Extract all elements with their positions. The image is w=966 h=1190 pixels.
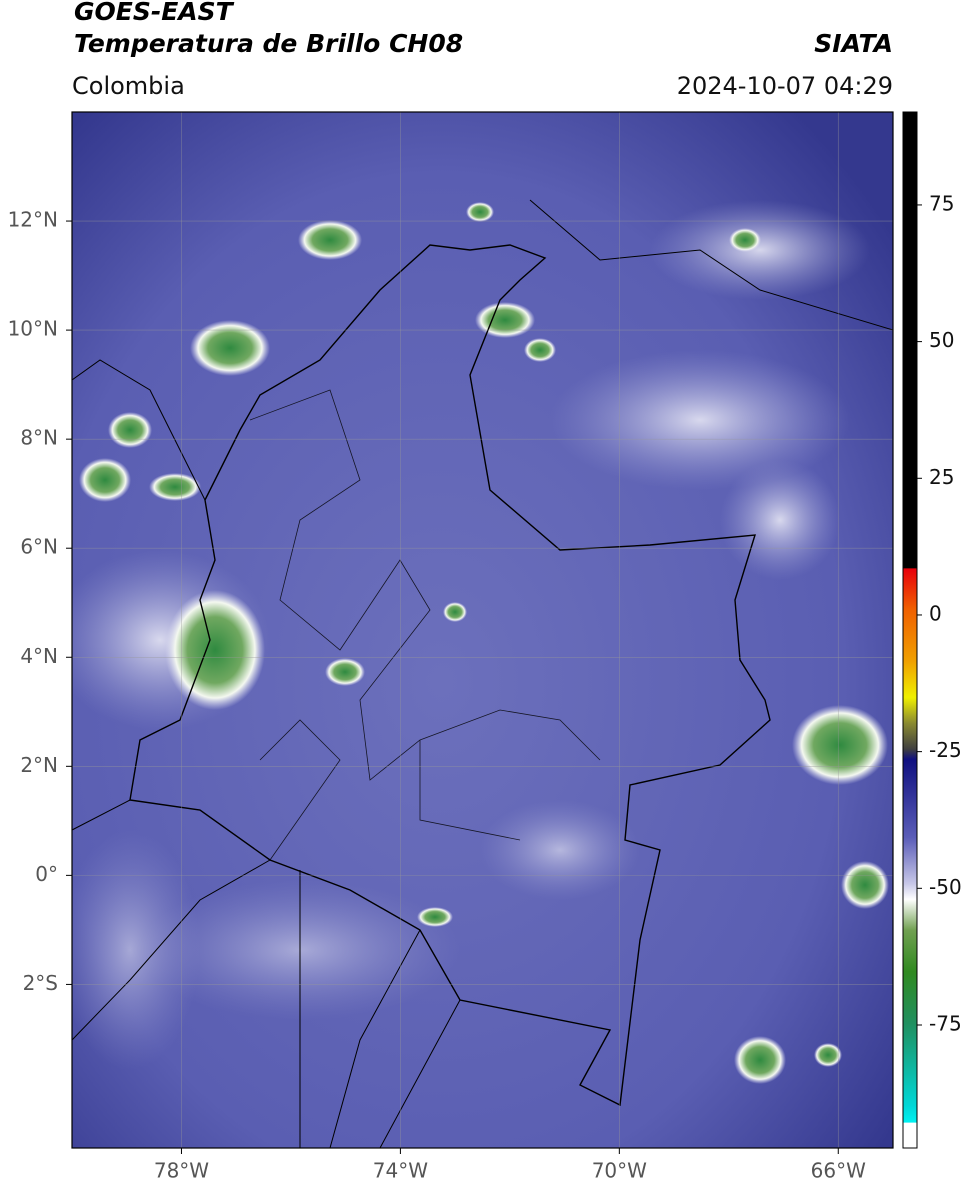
y-tick-label: 2°N xyxy=(20,753,58,777)
x-tick-label: 74°W xyxy=(373,1159,428,1183)
satellite: GOES-EAST xyxy=(74,0,235,26)
x-tick-label: 66°W xyxy=(811,1159,866,1183)
datetime: 2024-10-07 04:29 xyxy=(677,72,893,100)
x-tick-label: 70°W xyxy=(592,1159,647,1183)
colorbar-tick-label: -25 xyxy=(929,738,962,762)
colorbar xyxy=(902,111,918,1149)
x-tick-label: 78°W xyxy=(154,1159,209,1183)
y-tick-label: 8°N xyxy=(20,426,58,450)
colorbar-tick-label: -50 xyxy=(929,875,962,899)
colorbar-tick-label: -75 xyxy=(929,1011,962,1035)
y-tick-label: 6°N xyxy=(20,535,58,559)
y-tick-label: 2°S xyxy=(23,971,58,995)
y-tick-label: 12°N xyxy=(8,208,58,232)
y-tick-label: 10°N xyxy=(8,317,58,341)
map-frame xyxy=(71,111,894,1149)
title: Temperatura de Brillo CH08 xyxy=(74,29,463,58)
source: SIATA xyxy=(814,29,893,58)
colorbar-tick-label: 75 xyxy=(929,191,954,215)
colorbar-tick-label: 50 xyxy=(929,328,954,352)
map-image xyxy=(72,112,893,1148)
colorbar-tick-label: 25 xyxy=(929,465,954,489)
region: Colombia xyxy=(72,72,185,100)
colorbar-tick-label: 0 xyxy=(929,601,942,625)
y-tick-label: 4°N xyxy=(20,644,58,668)
y-tick-label: 0° xyxy=(35,862,58,886)
